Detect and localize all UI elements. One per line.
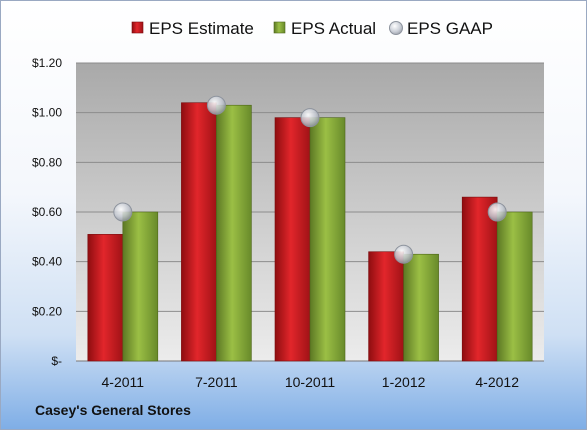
y-axis: $- $0.20 $0.40 $0.60 $0.80 $1.00 $1.20 bbox=[32, 56, 62, 368]
x-axis: 4-2011 7-2011 10-2011 1-2012 4-2012 bbox=[102, 374, 520, 390]
y-tick-label: $0.40 bbox=[32, 255, 62, 269]
company-name: Casey's General Stores bbox=[35, 402, 191, 418]
legend-swatch-actual bbox=[273, 21, 286, 34]
x-category-label: 7-2011 bbox=[195, 374, 238, 390]
y-tick-label: $1.00 bbox=[32, 106, 62, 120]
eps-estimate-bar bbox=[368, 251, 404, 362]
legend-label: EPS Actual bbox=[291, 19, 376, 38]
eps-actual-bar bbox=[496, 211, 533, 362]
x-category-label: 4-2012 bbox=[475, 374, 519, 390]
y-tick-label: $0.60 bbox=[32, 205, 62, 219]
legend-label: EPS GAAP bbox=[407, 19, 493, 38]
eps-gaap-marker bbox=[300, 108, 320, 128]
legend: EPS Estimate EPS Actual EPS GAAP bbox=[131, 19, 493, 38]
gaap-markers bbox=[113, 95, 507, 264]
eps-actual-bar bbox=[403, 253, 439, 362]
eps-estimate-bar bbox=[461, 196, 498, 362]
eps-estimate-bar bbox=[274, 117, 311, 362]
eps-actual-bar bbox=[216, 104, 252, 362]
eps-estimate-bar bbox=[181, 102, 217, 362]
x-category-label: 10-2011 bbox=[285, 374, 336, 390]
eps-gaap-marker bbox=[487, 202, 507, 222]
x-category-label: 4-2011 bbox=[102, 374, 145, 390]
y-tick-label: $0.80 bbox=[32, 155, 62, 169]
y-tick-label: $0.20 bbox=[32, 304, 62, 318]
eps-gaap-marker bbox=[206, 95, 226, 115]
legend-label: EPS Estimate bbox=[149, 19, 254, 38]
x-category-label: 1-2012 bbox=[382, 374, 426, 390]
legend-swatch-gaap bbox=[389, 21, 403, 35]
legend-swatch-estimate bbox=[131, 21, 144, 34]
eps-actual-bar bbox=[122, 211, 159, 362]
eps-estimate-bar bbox=[87, 234, 124, 362]
y-tick-label: $1.20 bbox=[32, 56, 62, 70]
eps-actual-bar bbox=[309, 117, 346, 362]
eps-gaap-marker bbox=[113, 202, 133, 222]
bars bbox=[87, 102, 533, 362]
y-tick-label: $- bbox=[51, 354, 62, 368]
eps-gaap-marker bbox=[394, 244, 414, 264]
